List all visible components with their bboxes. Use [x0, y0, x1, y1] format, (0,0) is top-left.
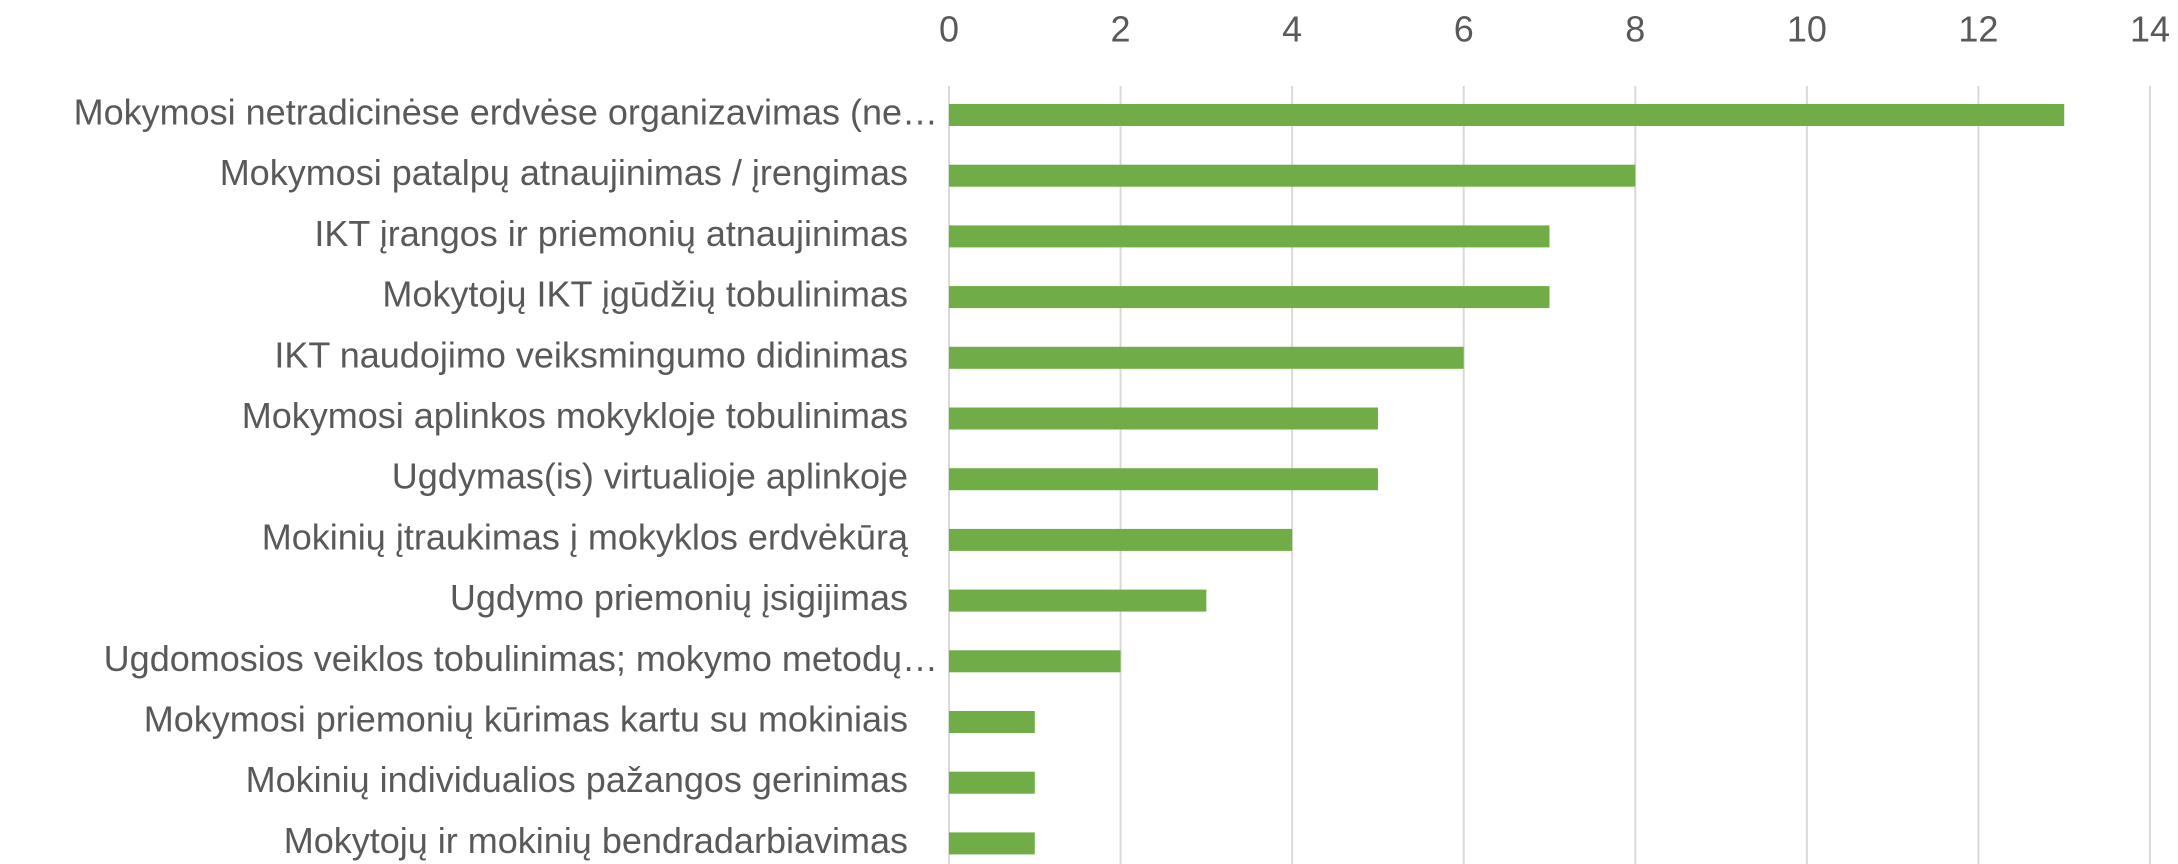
- x-tick-label: 0: [939, 9, 959, 50]
- x-tick-label: 4: [1282, 9, 1302, 50]
- y-tick-label: Ugdymas(is) virtualioje aplinkoje: [392, 456, 908, 497]
- y-tick-label: Mokymosi patalpų atnaujinimas / įrengima…: [220, 152, 908, 193]
- x-tick-label: 10: [1787, 9, 1827, 50]
- y-tick-label: Mokytojų IKT įgūdžių tobulinimas: [382, 274, 908, 315]
- bar: [949, 528, 1293, 551]
- bar: [949, 771, 1035, 794]
- bar: [949, 225, 1550, 248]
- y-tick-label: Ugdomosios veiklos tobulinimas; mokymo m…: [104, 638, 938, 679]
- bar: [949, 164, 1636, 187]
- y-tick-label: Ugdymo priemonių įsigijimas: [450, 577, 908, 618]
- x-tick-label: 6: [1454, 9, 1474, 50]
- bar: [949, 832, 1035, 855]
- y-tick-label: Mokytojų ir mokinių bendradarbiavimas: [284, 820, 908, 861]
- bar: [949, 104, 2065, 126]
- x-tick-label: 8: [1625, 9, 1645, 50]
- bar: [949, 286, 1550, 309]
- y-tick-label: Mokinių įtraukimas į mokyklos erdvėkūrą: [262, 516, 909, 557]
- y-tick-label: Mokinių individualios pažangos gerinimas: [246, 759, 908, 800]
- y-tick-label: IKT naudojimo veiksmingumo didinimas: [274, 334, 908, 375]
- x-tick-label: 12: [1958, 9, 1998, 50]
- x-tick-label: 2: [1111, 9, 1131, 50]
- y-tick-label: Mokymosi netradicinėse erdvėse organizav…: [74, 92, 938, 133]
- y-tick-label: IKT įrangos ir priemonių atnaujinimas: [314, 213, 908, 254]
- bar: [949, 589, 1207, 612]
- bar: [949, 711, 1035, 733]
- bar: [949, 407, 1378, 430]
- y-tick-label: Mokymosi aplinkos mokykloje tobulinimas: [242, 395, 908, 436]
- bar: [949, 650, 1121, 673]
- y-tick-label: Mokymosi priemonių kūrimas kartu su moki…: [144, 699, 908, 740]
- bar: [949, 346, 1464, 369]
- x-tick-label: 14: [2130, 9, 2170, 50]
- bar: [949, 468, 1378, 491]
